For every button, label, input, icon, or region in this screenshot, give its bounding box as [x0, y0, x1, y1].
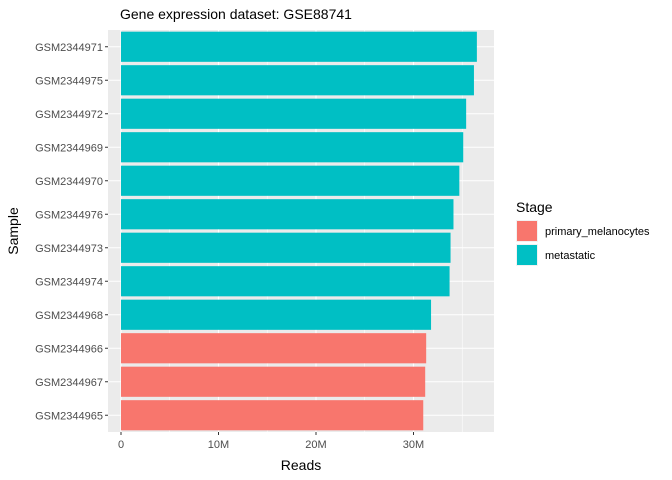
x-tick-label: 10M — [208, 439, 229, 451]
bar-GSM2344966 — [121, 333, 427, 364]
y-tick-label: GSM2344970 — [35, 176, 103, 188]
bar-GSM2344970 — [121, 165, 460, 196]
x-tick-label: 0 — [118, 439, 124, 451]
bar-GSM2344965 — [121, 400, 424, 431]
y-tick-label: GSM2344976 — [35, 209, 103, 221]
bar-GSM2344968 — [121, 299, 432, 330]
legend: Stage primary_melanocytes metastatic — [516, 199, 650, 266]
legend-label-primary_melanocytes: primary_melanocytes — [545, 226, 650, 238]
minor-gridlines — [169, 30, 463, 432]
y-tick-label: GSM2344967 — [35, 377, 103, 389]
y-axis-title: Sample — [5, 207, 21, 255]
bars — [121, 31, 477, 431]
bar-GSM2344971 — [121, 31, 477, 62]
legend-label-metastatic: metastatic — [545, 250, 596, 262]
y-tick-label: GSM2344971 — [35, 42, 103, 54]
plot-panel — [108, 30, 494, 432]
y-tick-label: GSM2344968 — [35, 310, 103, 322]
y-tick-label: GSM2344969 — [35, 142, 103, 154]
bar-GSM2344976 — [121, 199, 454, 230]
legend-swatch-metastatic — [517, 245, 537, 265]
bar-GSM2344974 — [121, 266, 450, 297]
bar-GSM2344972 — [121, 98, 467, 129]
x-tick-label: 30M — [403, 439, 424, 451]
x-axis: 0 10M 20M 30M — [118, 432, 424, 451]
bar-GSM2344969 — [121, 132, 464, 163]
y-tick-label: GSM2344974 — [35, 276, 103, 288]
y-tick-label: GSM2344975 — [35, 75, 103, 87]
legend-title: Stage — [516, 199, 553, 215]
legend-swatch-primary_melanocytes — [517, 221, 537, 241]
chart-title: Gene expression dataset: GSE88741 — [120, 6, 352, 22]
y-tick-label: GSM2344973 — [35, 243, 103, 255]
y-tick-label: GSM2344966 — [35, 343, 103, 355]
bar-GSM2344975 — [121, 65, 474, 96]
x-tick-label: 20M — [305, 439, 326, 451]
y-tick-label: GSM2344965 — [35, 410, 103, 422]
y-axis: GSM2344971 GSM2344975 GSM2344972 GSM2344969… — [35, 42, 108, 422]
y-tick-label: GSM2344972 — [35, 109, 103, 121]
bar-GSM2344967 — [121, 366, 426, 397]
bar-GSM2344973 — [121, 232, 451, 263]
x-axis-title: Reads — [281, 457, 321, 473]
